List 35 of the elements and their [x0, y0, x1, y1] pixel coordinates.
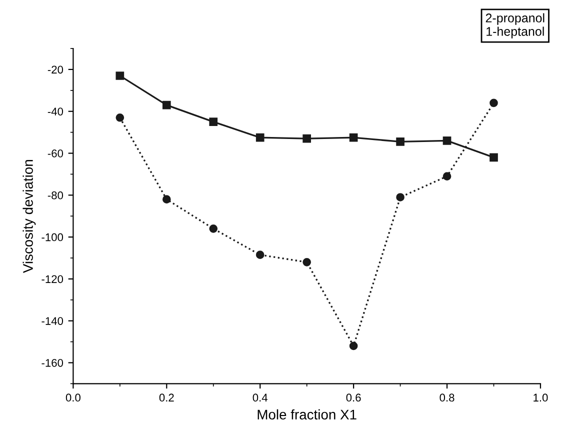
y-tick-label: -120 — [42, 275, 64, 284]
x-axis-title: Mole fraction X1 — [258, 409, 356, 420]
point — [302, 134, 311, 143]
point — [209, 118, 218, 126]
x-tick-label: 0.6 — [346, 394, 361, 402]
point — [116, 72, 124, 80]
y-tick-label: -80 — [48, 191, 64, 200]
x-tick-label: 0.4 — [252, 394, 268, 402]
point — [490, 98, 498, 108]
y-tick-label: -60 — [48, 150, 64, 158]
point — [490, 153, 498, 162]
point — [349, 133, 358, 142]
point — [442, 172, 452, 180]
y-axis-title: Viscosity deviation — [22, 160, 36, 274]
x-tick-label: 0.2 — [159, 394, 174, 402]
point — [162, 100, 171, 110]
y-tick-label: -160 — [42, 358, 64, 367]
x-tick-label: 1.0 — [534, 394, 548, 402]
point — [442, 136, 452, 145]
text: 2-propanol 1-heptanol — [486, 13, 544, 38]
y-tick-label: -100 — [42, 233, 64, 242]
y-tick-label: -20 — [48, 66, 64, 74]
point — [209, 224, 218, 233]
point — [256, 133, 264, 142]
y-tick-label: -140 — [42, 317, 64, 325]
point — [349, 342, 358, 350]
point — [302, 258, 311, 266]
x-tick-label: 0.8 — [440, 394, 454, 402]
point — [396, 193, 404, 202]
point — [116, 113, 124, 122]
point — [256, 250, 264, 260]
x-tick-label: 0.0 — [66, 394, 80, 402]
y-tick-label: -40 — [48, 108, 64, 116]
point — [396, 138, 404, 146]
point — [162, 195, 171, 204]
